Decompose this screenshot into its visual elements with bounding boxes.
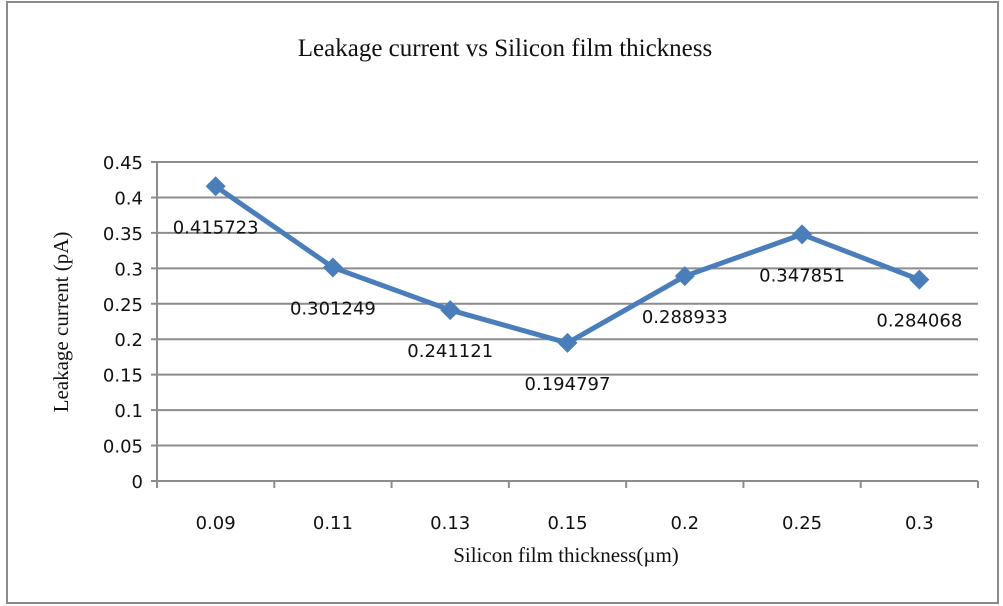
series-line [205, 176, 930, 353]
data-point-marker [674, 266, 695, 287]
chart-title: Leakage current vs Silicon film thicknes… [298, 35, 712, 62]
x-tick-label: 0.25 [782, 513, 822, 534]
y-tick-label: 0.45 [103, 153, 143, 174]
x-tick-label: 0.15 [547, 513, 587, 534]
data-point-marker [909, 269, 930, 290]
data-label: 0.284068 [876, 311, 962, 332]
x-tick-label: 0.13 [430, 513, 470, 534]
y-tick-label: 0.05 [103, 437, 143, 458]
y-tick-label: 0.4 [114, 188, 143, 209]
data-point-marker [205, 176, 226, 197]
data-label: 0.194797 [525, 374, 611, 395]
y-tick-labels: 0 0.05 0.1 0.15 0.2 0.25 0.3 0.35 0.4 0.45 [103, 153, 143, 493]
data-label: 0.288933 [642, 307, 728, 328]
y-tick-label: 0.35 [103, 224, 143, 245]
y-tick-label: 0 [132, 472, 143, 493]
y-tick-label: 0.2 [114, 330, 143, 351]
y-tick-label: 0.25 [103, 295, 143, 316]
y-tick-label: 0.15 [103, 366, 143, 387]
x-tick-label: 0.2 [670, 513, 699, 534]
data-label: 0.241121 [407, 341, 493, 362]
x-axis-title: Silicon film thickness(µm) [453, 543, 679, 567]
data-label: 0.347851 [759, 265, 845, 286]
x-axis: 0.09 0.11 0.13 0.15 0.2 0.25 0.3 [156, 162, 979, 534]
data-point-marker [322, 257, 343, 278]
x-tick-label: 0.3 [905, 513, 934, 534]
chart-frame [6, 1, 999, 604]
y-axis-title: Leakage current (pA) [49, 232, 73, 413]
data-point-marker [557, 332, 578, 353]
x-tick-label: 0.11 [313, 513, 353, 534]
data-labels: 0.415723 0.301249 0.241121 0.194797 0.288933… [173, 217, 963, 395]
y-tick-label: 0.3 [114, 259, 143, 280]
data-point-marker [440, 300, 461, 321]
data-point-marker [792, 224, 813, 245]
data-label: 0.301249 [290, 298, 376, 319]
x-tick-label: 0.09 [196, 513, 236, 534]
y-tick-label: 0.1 [114, 401, 143, 422]
data-label: 0.415723 [173, 217, 259, 238]
